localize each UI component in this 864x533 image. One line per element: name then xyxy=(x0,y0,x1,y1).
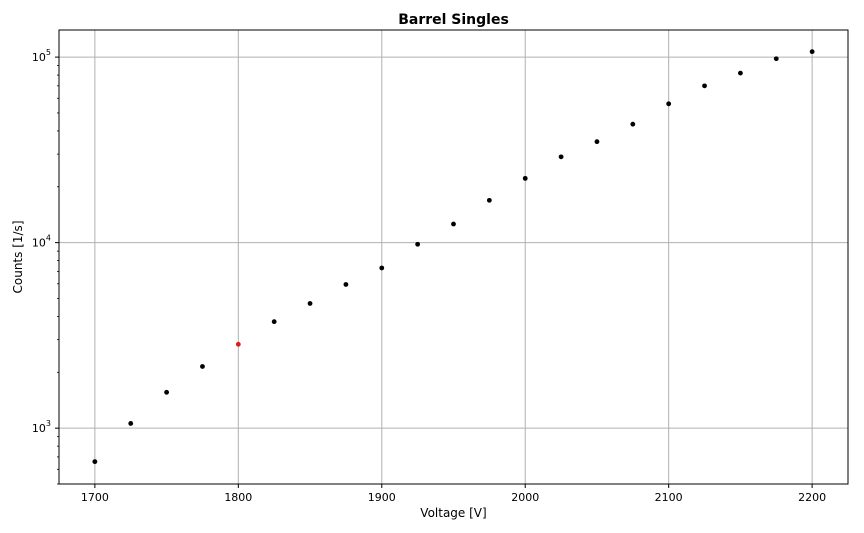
data-point xyxy=(164,389,169,395)
grid xyxy=(59,30,848,484)
data-point xyxy=(92,459,98,465)
x-tick-label: 2000 xyxy=(511,491,539,504)
x-tick-label: 2200 xyxy=(798,491,826,504)
data-point xyxy=(773,56,779,62)
data-point xyxy=(307,301,313,306)
x-tick-label: 1700 xyxy=(81,491,109,504)
data-point xyxy=(522,175,528,181)
x-tick-label: 1900 xyxy=(368,491,396,504)
data-point xyxy=(666,101,672,107)
y-tick-label: 103 xyxy=(32,419,51,435)
data-points xyxy=(92,49,815,465)
data-point xyxy=(558,154,564,160)
highlighted-data-point xyxy=(235,341,241,347)
data-point xyxy=(200,364,205,369)
data-point xyxy=(379,265,385,271)
data-point xyxy=(630,121,636,127)
axis-ticks: 1700 1800 1900 2000 2100 2200 103 104 105 xyxy=(32,48,826,504)
data-point xyxy=(594,139,600,145)
y-tick-label: 104 xyxy=(32,234,51,250)
data-point xyxy=(271,319,277,325)
x-tick-label: 2100 xyxy=(655,491,683,504)
data-point xyxy=(451,221,456,227)
y-tick-label: 105 xyxy=(32,48,51,64)
data-point xyxy=(486,197,492,203)
y-axis-label: Counts [1/s] xyxy=(11,221,25,294)
x-tick-label: 1800 xyxy=(224,491,252,504)
data-point xyxy=(809,49,815,55)
data-point xyxy=(128,421,134,426)
x-axis-label: Voltage [V] xyxy=(420,506,486,520)
plot-area xyxy=(58,29,849,485)
data-point xyxy=(738,70,743,76)
chart-title: Barrel Singles xyxy=(398,12,509,28)
data-point xyxy=(702,83,707,89)
data-point xyxy=(415,241,421,247)
data-point xyxy=(343,282,349,287)
